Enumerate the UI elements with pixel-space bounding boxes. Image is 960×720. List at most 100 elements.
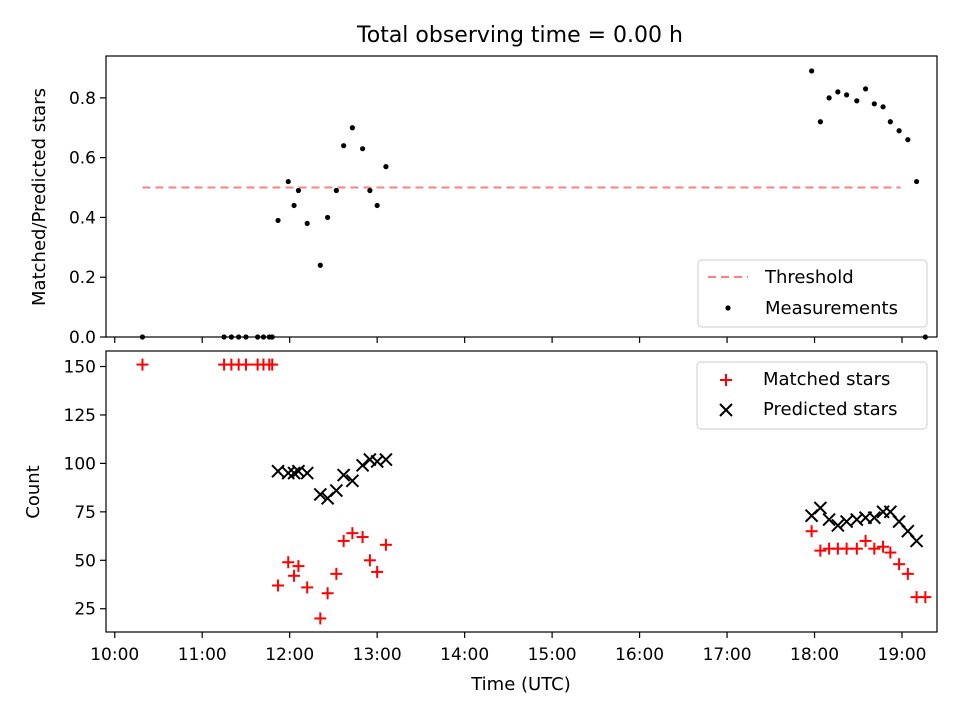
matched-star-point [136, 358, 149, 371]
bottom-xlabel: Time (UTC) [470, 674, 571, 695]
measurement-point [367, 187, 373, 194]
measurement-point [809, 68, 815, 74]
matched-star-point [379, 538, 392, 551]
measurement-point [383, 164, 389, 170]
bottom-y-tick-label: 50 [74, 551, 96, 571]
matched-star-point [877, 540, 890, 553]
figure-title: Total observing time = 0.00 h [356, 23, 683, 48]
bottom-ylabel: Count [23, 465, 44, 518]
measurement-point [835, 89, 841, 95]
measurement-point [325, 214, 331, 221]
measurement-point [359, 146, 366, 152]
bottom-x-tick-label: 14:00 [440, 645, 489, 665]
measurement-point [854, 98, 860, 104]
matched-star-point [850, 542, 863, 555]
measurement-point [374, 202, 380, 209]
measurement-point [844, 92, 850, 98]
top-ylabel: Matched/Predicted stars [29, 88, 50, 306]
bottom-x-tick-label: 19:00 [878, 645, 927, 665]
legend-matched-swatch [720, 374, 732, 386]
matched-star-point [893, 558, 906, 571]
bottom-x-tick-label: 18:00 [790, 645, 839, 665]
matched-star-point [805, 525, 818, 538]
bottom-axes-frame [105, 350, 938, 633]
predicted-star-point [379, 452, 393, 467]
predicted-star-point [822, 512, 836, 527]
measurement-point [871, 101, 877, 107]
predicted-star-point [831, 518, 845, 533]
legend-matched-label: Matched stars [763, 369, 890, 390]
bottom-y-tick-label: 100 [64, 454, 96, 474]
matched-star-point [282, 556, 295, 569]
bottom-x-tick-label: 16:00 [615, 645, 664, 665]
matched-star-point [301, 581, 314, 594]
matched-star-point [884, 546, 897, 559]
bottom-x-ticks: 10:00 11:00 12:00 13:00 14:00 15:00 16:00 17:00… [90, 632, 927, 665]
predicted-star-point [313, 487, 328, 502]
top-legend-box [697, 259, 928, 328]
predicted-star-point [300, 466, 314, 480]
predicted-star-point [839, 514, 854, 529]
matched-star-point [337, 534, 350, 547]
matched-star-point [314, 612, 327, 625]
bottom-x-tick-label: 17:00 [703, 645, 752, 665]
measurement-point [896, 128, 902, 134]
top-y-tick-label: 0.8 [69, 89, 96, 109]
top-panel: 0.00.20.40.60.8 Matched/Predicted stars … [29, 55, 938, 348]
top-legend: Threshold Measurements [697, 259, 928, 328]
predicted-star-point [909, 534, 924, 548]
measurement-point [333, 187, 339, 194]
measurement-point [295, 187, 302, 194]
measurement-point [304, 220, 310, 227]
predicted-star-point [813, 501, 828, 515]
measurement-point [862, 86, 869, 92]
matched-star-point [330, 567, 343, 580]
top-x-ticks [114, 337, 903, 343]
predicted-star-point [345, 474, 360, 488]
bottom-y-tick-label: 75 [74, 503, 96, 523]
legend-predicted-label: Predicted stars [763, 399, 897, 420]
legend-measurements-swatch [725, 305, 731, 311]
measurement-point [887, 119, 893, 125]
measurement-point [905, 137, 911, 143]
bottom-x-tick-label: 11:00 [178, 645, 227, 665]
measurement-point [817, 119, 823, 125]
bottom-panel: 25 50 75 100 125 150 10:00 11:00 12:00 13:00 14:0… [23, 350, 938, 695]
matched-star-point [901, 567, 914, 580]
bottom-x-tick-label: 10:00 [90, 645, 139, 665]
matched-star-point [272, 579, 285, 592]
matched-star-point [919, 591, 932, 604]
predicted-star-point [850, 512, 864, 527]
top-y-ticks: 0.0 0.2 0.4 0.6 0.8 [69, 89, 106, 348]
matched-star-point [363, 554, 376, 567]
matched-star-point [321, 587, 334, 600]
top-y-tick-label: 0.2 [69, 268, 96, 288]
bottom-y-ticks: 25 50 75 100 125 150 [64, 358, 106, 620]
predicted-star-point [867, 510, 882, 525]
matched-star-point [239, 358, 252, 371]
measurement-points [139, 68, 928, 340]
matched-star-point [814, 544, 827, 557]
matched-star-point [371, 565, 384, 578]
predicted-star-point [336, 468, 351, 482]
measurement-point [341, 143, 347, 149]
measurement-point [913, 178, 920, 185]
matched-star-point [356, 531, 369, 544]
matched-star-point [266, 358, 279, 371]
matched-star-point [868, 542, 881, 555]
measurement-point [349, 125, 355, 131]
matched-star-point [859, 534, 872, 547]
predicted-star-point [355, 458, 370, 473]
matched-star-point [346, 527, 359, 540]
bottom-x-tick-label: 13:00 [353, 645, 402, 665]
bottom-legend: Matched stars Predicted stars [696, 361, 928, 430]
predicted-star-point [271, 464, 285, 478]
predicted-stars-points [271, 452, 924, 548]
legend-measurements-label: Measurements [765, 298, 898, 319]
measurement-point [826, 95, 832, 101]
predicted-star-point [281, 466, 295, 480]
legend-threshold-label: Threshold [764, 267, 854, 288]
matched-star-point [292, 560, 305, 573]
predicted-star-point [291, 464, 306, 478]
measurement-point [275, 217, 281, 224]
